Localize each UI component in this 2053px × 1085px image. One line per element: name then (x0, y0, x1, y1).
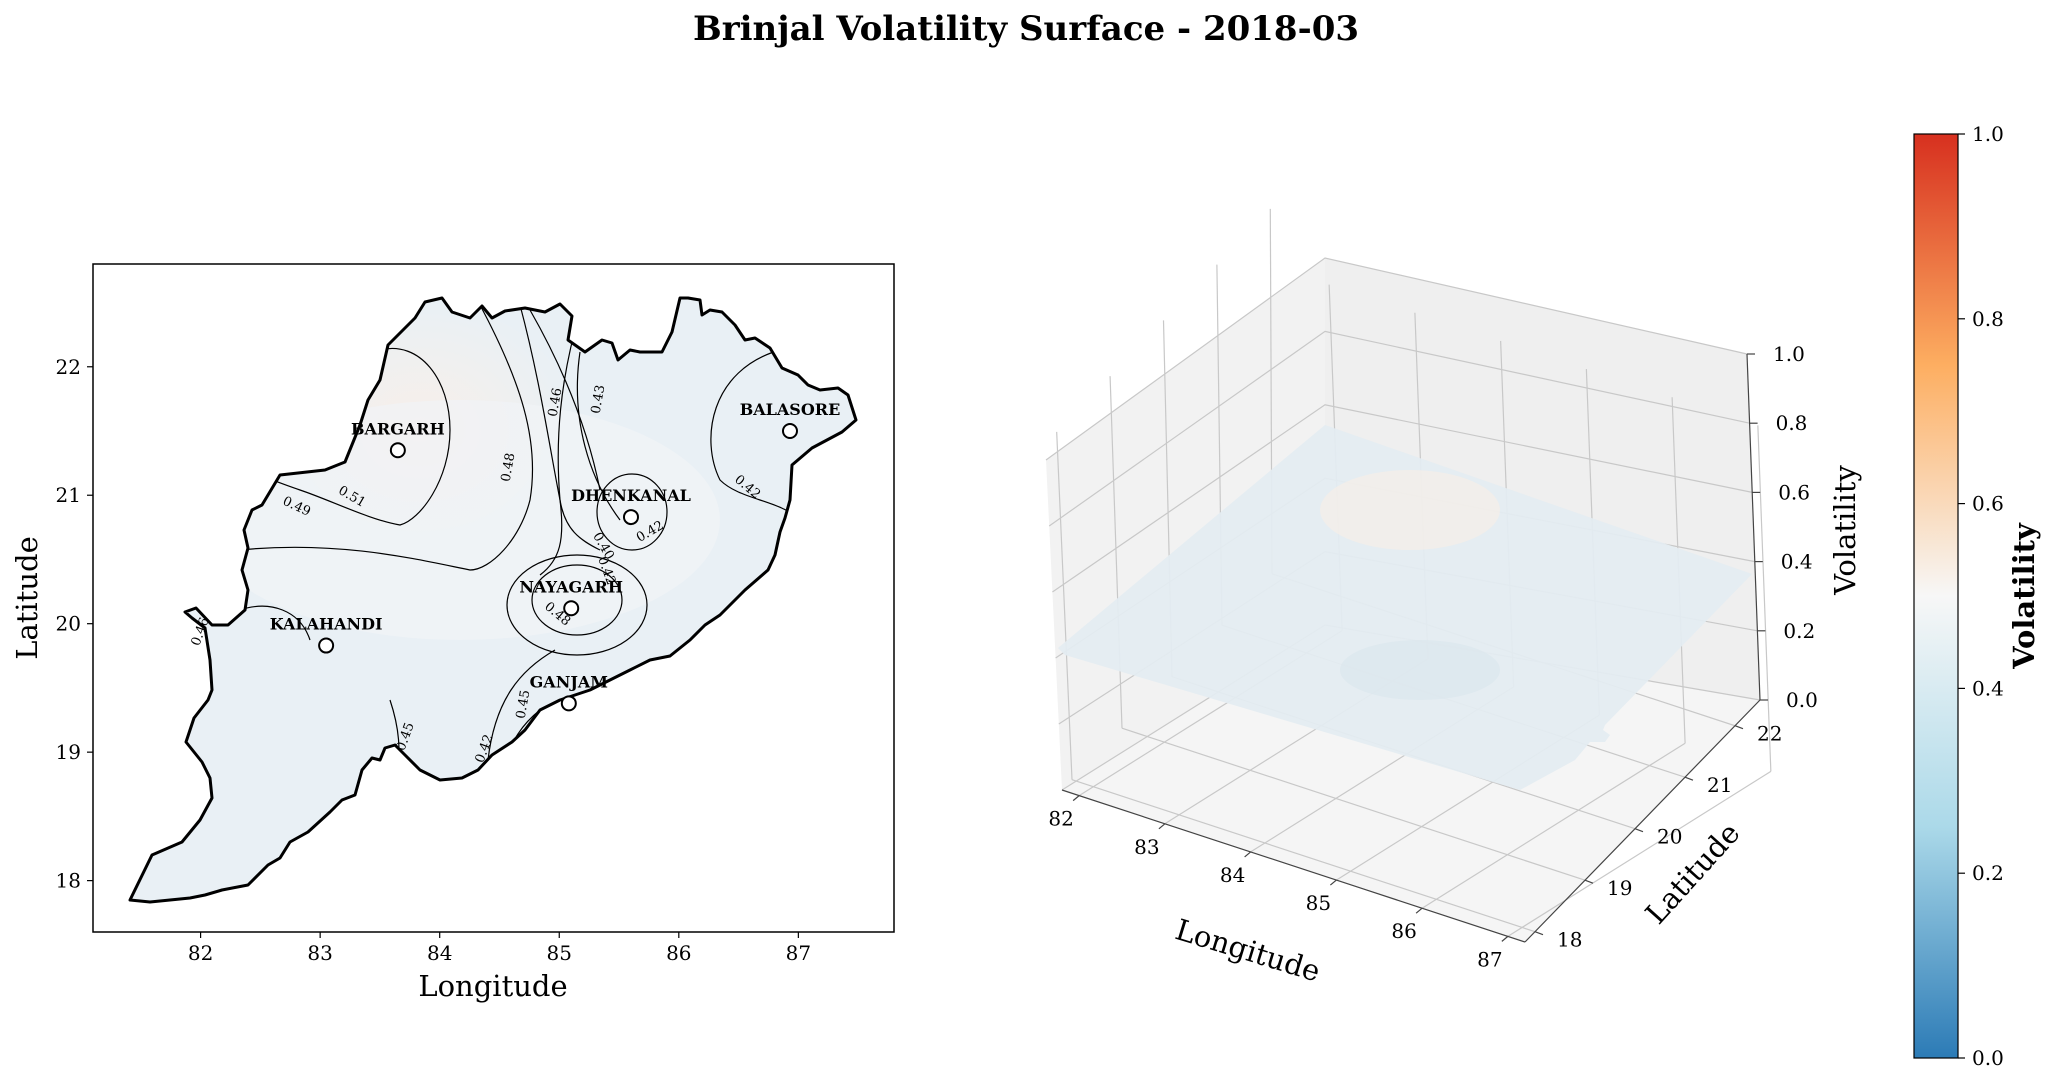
surface-x-tick-label: 87 (1477, 947, 1502, 971)
map-x-axis-label: Longitude (418, 969, 567, 1003)
surface-y-wall-gridline (1056, 431, 1073, 780)
surface-x-axis-line (1061, 789, 1526, 943)
site-label: NAYAGARH (519, 577, 623, 596)
map-x-tick-label: 82 (188, 941, 213, 965)
surface-panel: 82 83 84 85 86 87 18 19 20 21 22 0.0 0.2 0.4 0.6 0.8 1… (1045, 208, 1862, 989)
site-marker (318, 637, 335, 654)
surface-z-tick-label: 0.8 (1776, 411, 1808, 435)
map-sites: BARGARH BALASORE DHENKANAL NAYAGARH KALAHAND… (270, 400, 841, 712)
surface-x-tick-mark (1244, 851, 1252, 858)
surface-y-ticks: 18 19 20 21 22 (1534, 722, 1782, 952)
contour-level-label: 0.46 (546, 387, 566, 418)
colorbar-tick-label: 0.6 (1972, 492, 2004, 516)
surface-warm-patch (1320, 470, 1500, 550)
surface-x-tick-label: 82 (1048, 807, 1073, 831)
surface-y-gridline (1121, 727, 1586, 881)
map-y-tick-label: 18 (56, 869, 81, 893)
map-y-ticks: 18 19 20 21 22 (56, 355, 93, 893)
map-x-tick-label: 85 (547, 941, 572, 965)
surface-x-tick-mark (1158, 823, 1166, 830)
surface-z-axis-label: Volatility (1828, 464, 1862, 595)
surface-cool-patch (1340, 640, 1500, 700)
surface-z-ticks: 0.0 0.2 0.4 0.6 0.8 1.0 (1747, 342, 1818, 712)
site-label: GANJAM (530, 672, 608, 691)
surface-z-axis-line (1746, 353, 1761, 701)
surface-y-tick-label: 18 (1557, 928, 1582, 952)
site-marker (560, 695, 577, 712)
surface-y-tick-mark (1734, 725, 1744, 730)
map-x-tick-label: 84 (427, 941, 452, 965)
contour-lines (239, 304, 801, 776)
colorbar-tick-label: 0.2 (1972, 861, 2004, 885)
contour-level-label: 0.45 (514, 689, 534, 720)
colorbar: 0.0 0.2 0.4 0.6 0.8 1.0 Volatility (1913, 122, 2041, 1070)
surface-x-axis-label: Longitude (1172, 912, 1325, 988)
surface-z-tick-label: 0.6 (1778, 480, 1810, 504)
surface-x-tick-label: 86 (1391, 919, 1416, 943)
site-label: KALAHANDI (270, 615, 383, 634)
colorbar-tick-label: 0.4 (1972, 676, 2004, 700)
colorbar-gradient (1913, 133, 1959, 1059)
surface-x-tick-mark (1072, 795, 1080, 802)
map-x-tick-label: 83 (307, 941, 332, 965)
map-y-tick-label: 19 (56, 740, 81, 764)
site-label: BALASORE (740, 400, 841, 419)
surface-x-tick-mark (1415, 907, 1423, 914)
surface-x-tick-mark (1329, 879, 1337, 886)
surface-z-gridline (1045, 257, 1748, 461)
surface-y-axis-label: Latitude (1639, 816, 1747, 931)
surface-y-tick-mark (1584, 879, 1594, 884)
map-x-ticks: 82 83 84 85 86 87 (188, 932, 811, 965)
surface-x-tick-label: 84 (1220, 863, 1245, 887)
figure-title: Brinjal Volatility Surface - 2018-03 (693, 9, 1359, 49)
contour-map-panel: 0.510.490.480.46 0.430.420.420.420.460.48… (10, 263, 895, 1003)
surface-z-tick-label: 1.0 (1773, 342, 1805, 366)
site-label: BARGARH (351, 419, 445, 438)
contour-level-label: 0.48 (499, 452, 519, 483)
colorbar-tick-label: 0.8 (1972, 307, 2004, 331)
site-marker (781, 423, 798, 439)
surface-x-tick-label: 85 (1306, 891, 1331, 915)
surface-y-gridline (1071, 779, 1536, 933)
state-border (128, 296, 858, 904)
surface-z-tick-label: 0.2 (1783, 619, 1815, 643)
map-y-axis-label: Latitude (10, 536, 44, 660)
surface-x-wall-gridline (1757, 425, 1772, 772)
surface-z-gridline (1048, 330, 1750, 527)
site-marker (563, 600, 580, 617)
surface-z-gridline (1052, 404, 1753, 593)
surface-x-gridline (1507, 770, 1772, 937)
site-label: DHENKANAL (571, 486, 691, 505)
surface-y-tick-mark (1634, 828, 1644, 833)
surface-y-tick-label: 22 (1757, 722, 1782, 746)
surface-y-tick-mark (1534, 931, 1544, 936)
contour-level-label: 0.43 (589, 384, 609, 415)
colorbar-ticks: 0.0 0.2 0.4 0.6 0.8 1.0 (1958, 122, 2004, 1070)
colorbar-tick-label: 1.0 (1972, 122, 2004, 146)
surface-y-axis-line (1524, 699, 1761, 943)
surface-z-tick-label: 0.4 (1781, 550, 1813, 574)
surface-z-tick-label: 0.0 (1786, 688, 1818, 712)
surface-x-tick-mark (1501, 935, 1509, 942)
map-y-tick-label: 21 (56, 483, 81, 507)
surface-y-tick-label: 21 (1707, 773, 1732, 797)
surface-x-tick-label: 83 (1134, 835, 1159, 859)
map-y-tick-label: 22 (56, 355, 81, 379)
surface-x-gridline (1421, 742, 1686, 909)
surface-y-tick-mark (1684, 776, 1694, 781)
map-x-tick-label: 87 (786, 941, 811, 965)
surface-x-ticks: 82 83 84 85 86 87 (1048, 795, 1509, 971)
map-x-tick-label: 86 (666, 941, 691, 965)
colorbar-tick-label: 0.0 (1972, 1046, 2004, 1070)
colorbar-label: Volatility (2007, 522, 2041, 670)
map-y-tick-label: 20 (56, 612, 81, 636)
volatility-surface (1058, 425, 1752, 790)
site-marker (389, 442, 406, 459)
surface-y-tick-label: 20 (1657, 825, 1682, 849)
site-marker (622, 509, 639, 526)
surface-y-tick-label: 19 (1607, 876, 1632, 900)
